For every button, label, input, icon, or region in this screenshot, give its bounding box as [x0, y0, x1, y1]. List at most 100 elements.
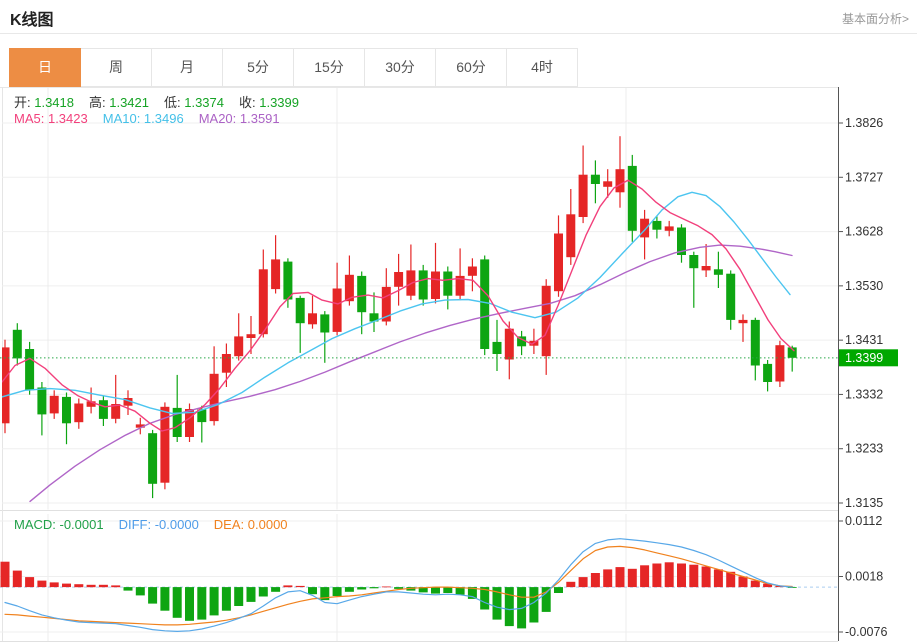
macd-bar — [750, 580, 760, 588]
ma5-value-label: MA5: — [14, 111, 48, 126]
macd-bar — [381, 586, 391, 588]
candle — [12, 329, 22, 359]
current-price-tag — [838, 349, 898, 367]
candle — [750, 319, 760, 366]
candle — [775, 345, 785, 382]
y-axis-label: 1.3826 — [845, 116, 883, 130]
candle — [98, 400, 108, 419]
open-value-label: 开: — [14, 95, 35, 110]
macd-bar — [209, 587, 219, 616]
candles-group — [2, 136, 797, 499]
macd-bar — [652, 563, 662, 588]
macd-bar — [12, 570, 22, 588]
ma5-value: MA5: 1.3423 — [14, 111, 88, 126]
macd-bar — [37, 580, 47, 588]
candle — [431, 271, 440, 299]
page-title: K线图 — [10, 12, 54, 29]
macd-bar — [529, 587, 539, 623]
candle — [246, 334, 256, 338]
candle — [148, 433, 158, 484]
candle — [37, 387, 47, 415]
high-value-text: 1.3421 — [109, 95, 149, 110]
macd-bar — [135, 587, 145, 596]
candle — [554, 233, 563, 292]
current-price-tag-text: 1.3399 — [845, 351, 883, 365]
macd-bar — [566, 581, 576, 588]
open-value-text: 1.3418 — [34, 95, 74, 110]
macd-bar — [480, 587, 490, 610]
low-value-text: 1.3374 — [184, 95, 224, 110]
diff-value-label: DIFF: — [118, 517, 155, 532]
macd-axis-label: 0.0018 — [845, 570, 883, 584]
ma20-value-label: MA20: — [198, 111, 240, 126]
dea-line — [4, 545, 793, 626]
fundamental-analysis-link[interactable]: 基本面分析> — [841, 12, 909, 26]
macd-bar — [467, 587, 477, 599]
candle — [443, 271, 453, 296]
tab-60min[interactable]: 60分 — [435, 48, 507, 87]
ma20-line — [29, 244, 793, 503]
macd-bar — [504, 587, 514, 627]
y-axis-label: 1.3332 — [845, 387, 883, 401]
low-value-label: 低: — [164, 95, 185, 110]
diff-value-text: -0.0000 — [154, 517, 199, 532]
macd-bar — [123, 587, 133, 591]
candle — [271, 259, 281, 290]
ma10-line — [2, 191, 791, 415]
macd-bar — [258, 587, 268, 597]
macd-bar — [615, 567, 625, 588]
macd-bar — [492, 587, 502, 620]
macd-bar — [443, 587, 453, 593]
macd-bar — [677, 563, 686, 588]
candle — [308, 313, 317, 325]
header-divider — [0, 33, 917, 34]
macd-bar — [369, 587, 379, 589]
tab-15min[interactable]: 15分 — [293, 48, 365, 87]
candle — [209, 373, 219, 422]
macd-bar — [726, 571, 736, 588]
dea-value-text: 0.0000 — [247, 517, 288, 532]
candle — [677, 227, 686, 255]
tab-week[interactable]: 周 — [80, 48, 152, 87]
candle — [566, 214, 576, 258]
candle — [258, 269, 268, 335]
tab-5min[interactable]: 5分 — [222, 48, 294, 87]
macd-bar — [308, 587, 317, 595]
candle — [455, 275, 465, 296]
ma-legend: MA5: 1.3423 MA10: 1.3496 MA20: 1.3591 — [14, 111, 295, 126]
macd-bar — [197, 587, 207, 620]
macd-value-text: -0.0001 — [59, 517, 104, 532]
ma5-value-text: 1.3423 — [47, 111, 88, 126]
macd-bar — [320, 587, 330, 601]
ma10-value-text: 1.3496 — [143, 111, 184, 126]
high-value-label: 高: — [89, 95, 110, 110]
candle — [369, 313, 379, 322]
macd-bar — [431, 587, 440, 594]
macd-bar — [664, 562, 674, 588]
ma-lines-group — [2, 179, 795, 503]
candle — [357, 275, 367, 313]
macd-bar — [271, 587, 281, 592]
macd-bar — [148, 587, 158, 604]
tab-30min[interactable]: 30分 — [364, 48, 436, 87]
candle — [283, 261, 293, 300]
candle — [590, 174, 600, 184]
macd-bar — [590, 573, 600, 588]
candle — [62, 396, 71, 424]
candle — [2, 347, 10, 424]
candle — [664, 226, 674, 231]
tab-month[interactable]: 月 — [151, 48, 223, 87]
candle — [295, 297, 305, 324]
tab-4hour[interactable]: 4时 — [506, 48, 578, 87]
candle — [123, 398, 133, 406]
y-axis-label: 1.3135 — [845, 496, 883, 510]
macd-bar — [74, 584, 84, 588]
macd-bar — [160, 587, 170, 611]
candle — [480, 259, 490, 349]
macd-bar — [221, 587, 231, 611]
candle — [615, 169, 625, 193]
candle — [320, 314, 330, 333]
tab-day[interactable]: 日 — [9, 48, 81, 87]
